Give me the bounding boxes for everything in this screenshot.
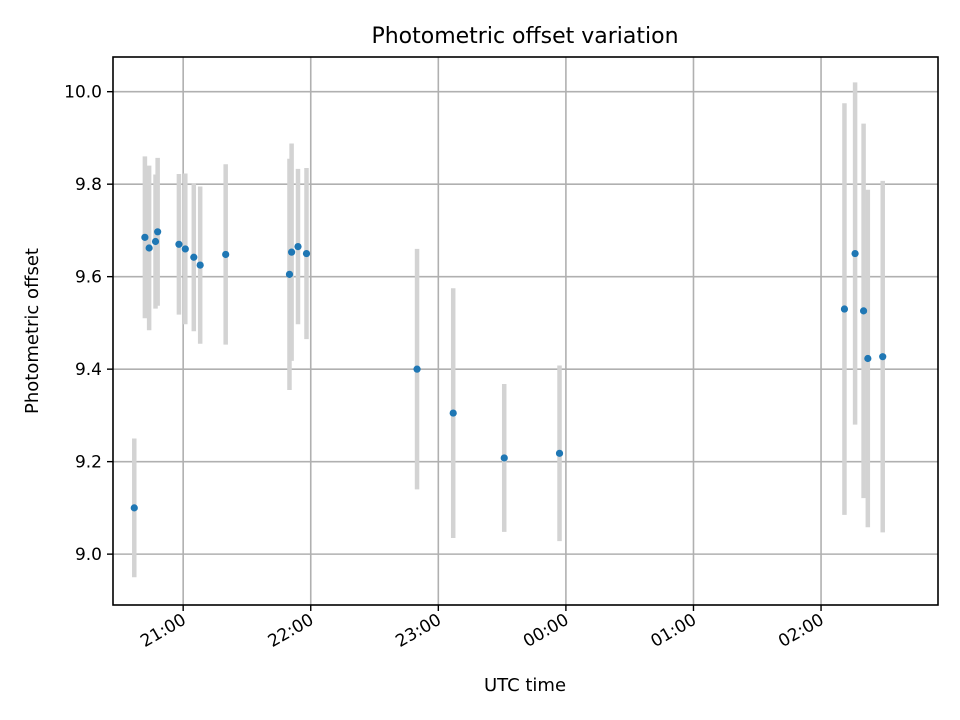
data-point	[181, 245, 189, 253]
data-point	[151, 237, 160, 246]
data-point	[302, 249, 311, 258]
data-point	[294, 243, 302, 251]
data-point	[141, 233, 149, 241]
y-tick-label: 9.2	[75, 453, 102, 473]
data-point	[130, 504, 138, 512]
data-point	[879, 353, 887, 361]
grid	[113, 57, 938, 605]
data-point	[859, 307, 868, 315]
data-point	[413, 365, 421, 373]
chart-title: Photometric offset variation	[371, 24, 678, 49]
x-axis-label: UTC time	[484, 675, 566, 696]
data-point	[851, 249, 859, 258]
data-point	[175, 240, 183, 248]
data-point	[864, 354, 872, 363]
data-point	[285, 270, 294, 278]
data-point	[555, 449, 564, 457]
data-points	[130, 228, 887, 512]
y-tick-label: 9.8	[75, 175, 102, 195]
y-tick-label: 10.0	[64, 83, 102, 103]
data-point	[500, 454, 508, 462]
data-point	[222, 250, 230, 259]
data-point	[154, 228, 162, 236]
y-tick-label: 9.0	[75, 545, 102, 565]
y-tick-label: 9.6	[75, 268, 102, 288]
plot-frame	[112, 56, 939, 606]
data-point	[840, 305, 849, 313]
data-point	[196, 261, 204, 269]
data-point	[288, 248, 296, 256]
y-tick-label: 9.4	[75, 360, 102, 380]
data-point	[190, 253, 198, 261]
data-point	[449, 409, 457, 417]
data-point	[145, 244, 153, 252]
y-axis-label: Photometric offset	[22, 248, 43, 414]
